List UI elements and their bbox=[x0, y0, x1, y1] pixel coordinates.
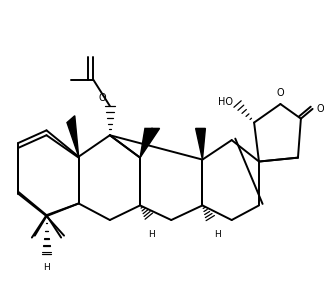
Text: O: O bbox=[317, 104, 324, 114]
Polygon shape bbox=[196, 128, 205, 160]
Text: H: H bbox=[43, 263, 50, 272]
Polygon shape bbox=[140, 128, 159, 158]
Text: HO: HO bbox=[218, 97, 233, 107]
Text: H: H bbox=[214, 230, 220, 239]
Text: O: O bbox=[98, 93, 106, 103]
Polygon shape bbox=[67, 116, 79, 157]
Polygon shape bbox=[140, 128, 153, 158]
Text: H: H bbox=[148, 230, 155, 239]
Text: O: O bbox=[277, 88, 284, 98]
